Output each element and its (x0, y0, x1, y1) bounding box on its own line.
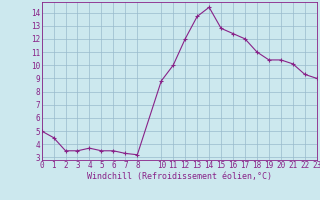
X-axis label: Windchill (Refroidissement éolien,°C): Windchill (Refroidissement éolien,°C) (87, 172, 272, 181)
